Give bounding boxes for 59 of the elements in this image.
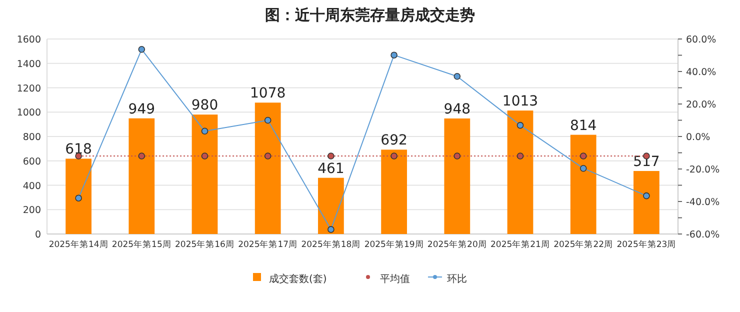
y-tick-label: 1000 <box>16 108 41 119</box>
data-label: 1013 <box>502 94 538 110</box>
data-label: 692 <box>380 132 408 149</box>
x-tick-label: 2025年第22周 <box>554 239 614 250</box>
x-tick-label: 2025年第17周 <box>238 239 298 250</box>
y2-tick-label: 20.0% <box>686 100 716 110</box>
point <box>328 226 334 233</box>
bar <box>192 114 218 234</box>
data-label: 618 <box>65 142 92 158</box>
data-label: 980 <box>191 98 218 114</box>
y2-tick-label: -60.0% <box>686 230 720 240</box>
bar <box>66 158 92 234</box>
y-tick-label: 1600 <box>16 34 41 46</box>
y-tick-label: 1400 <box>16 58 41 70</box>
y-tick-label: 200 <box>22 205 41 216</box>
y-tick-label: 400 <box>22 180 41 192</box>
bar <box>634 170 660 234</box>
legend-label: 环比 <box>447 273 467 285</box>
data-label: 461 <box>318 160 344 177</box>
y2-tick-label: -40.0% <box>686 197 720 208</box>
data-label: 814 <box>570 118 597 134</box>
y2-tick-label: 0.0% <box>686 132 710 143</box>
point <box>643 192 650 200</box>
point <box>454 72 461 80</box>
y2-tick-label: 60.0% <box>686 34 716 46</box>
x-tick-label: 2025年第21周 <box>490 239 550 250</box>
bar <box>254 102 281 234</box>
chart-title: 图：近十周东莞存量房成交走势 <box>265 6 475 24</box>
point <box>201 128 208 135</box>
legend-label: 成交套数(套) <box>269 273 327 285</box>
x-tick-label: 2025年第19周 <box>364 239 424 250</box>
point <box>75 194 82 202</box>
x-tick-label: 2025年第23周 <box>616 239 676 250</box>
data-label: 948 <box>444 101 471 118</box>
bar <box>128 118 155 234</box>
x-tick-label: 2025年第14周 <box>48 239 108 250</box>
bar <box>381 150 407 234</box>
x-tick-label: 2025年第16周 <box>175 239 234 250</box>
data-label: 1078 <box>250 86 286 102</box>
point <box>138 46 146 53</box>
legend-label: 平均值 <box>380 273 410 285</box>
y-tick-label: 600 <box>22 156 41 168</box>
y-tick-label: 1200 <box>16 83 41 94</box>
y2-tick-label: -20.0% <box>686 164 720 176</box>
point <box>264 116 272 124</box>
bar <box>507 110 534 234</box>
x-tick-label: 2025年第15周 <box>112 239 172 250</box>
x-tick-label: 2025年第18周 <box>301 239 361 250</box>
y2-tick-label: 40.0% <box>686 67 716 78</box>
data-label: 949 <box>128 101 156 118</box>
point <box>516 122 524 129</box>
bar <box>318 178 344 234</box>
y-tick-label: 800 <box>22 132 41 143</box>
y-tick-label: 0 <box>34 230 41 240</box>
point <box>580 164 587 172</box>
bar <box>444 118 470 234</box>
x-tick-label: 2025年第20周 <box>427 239 487 250</box>
bar <box>570 134 596 234</box>
point <box>390 52 398 58</box>
